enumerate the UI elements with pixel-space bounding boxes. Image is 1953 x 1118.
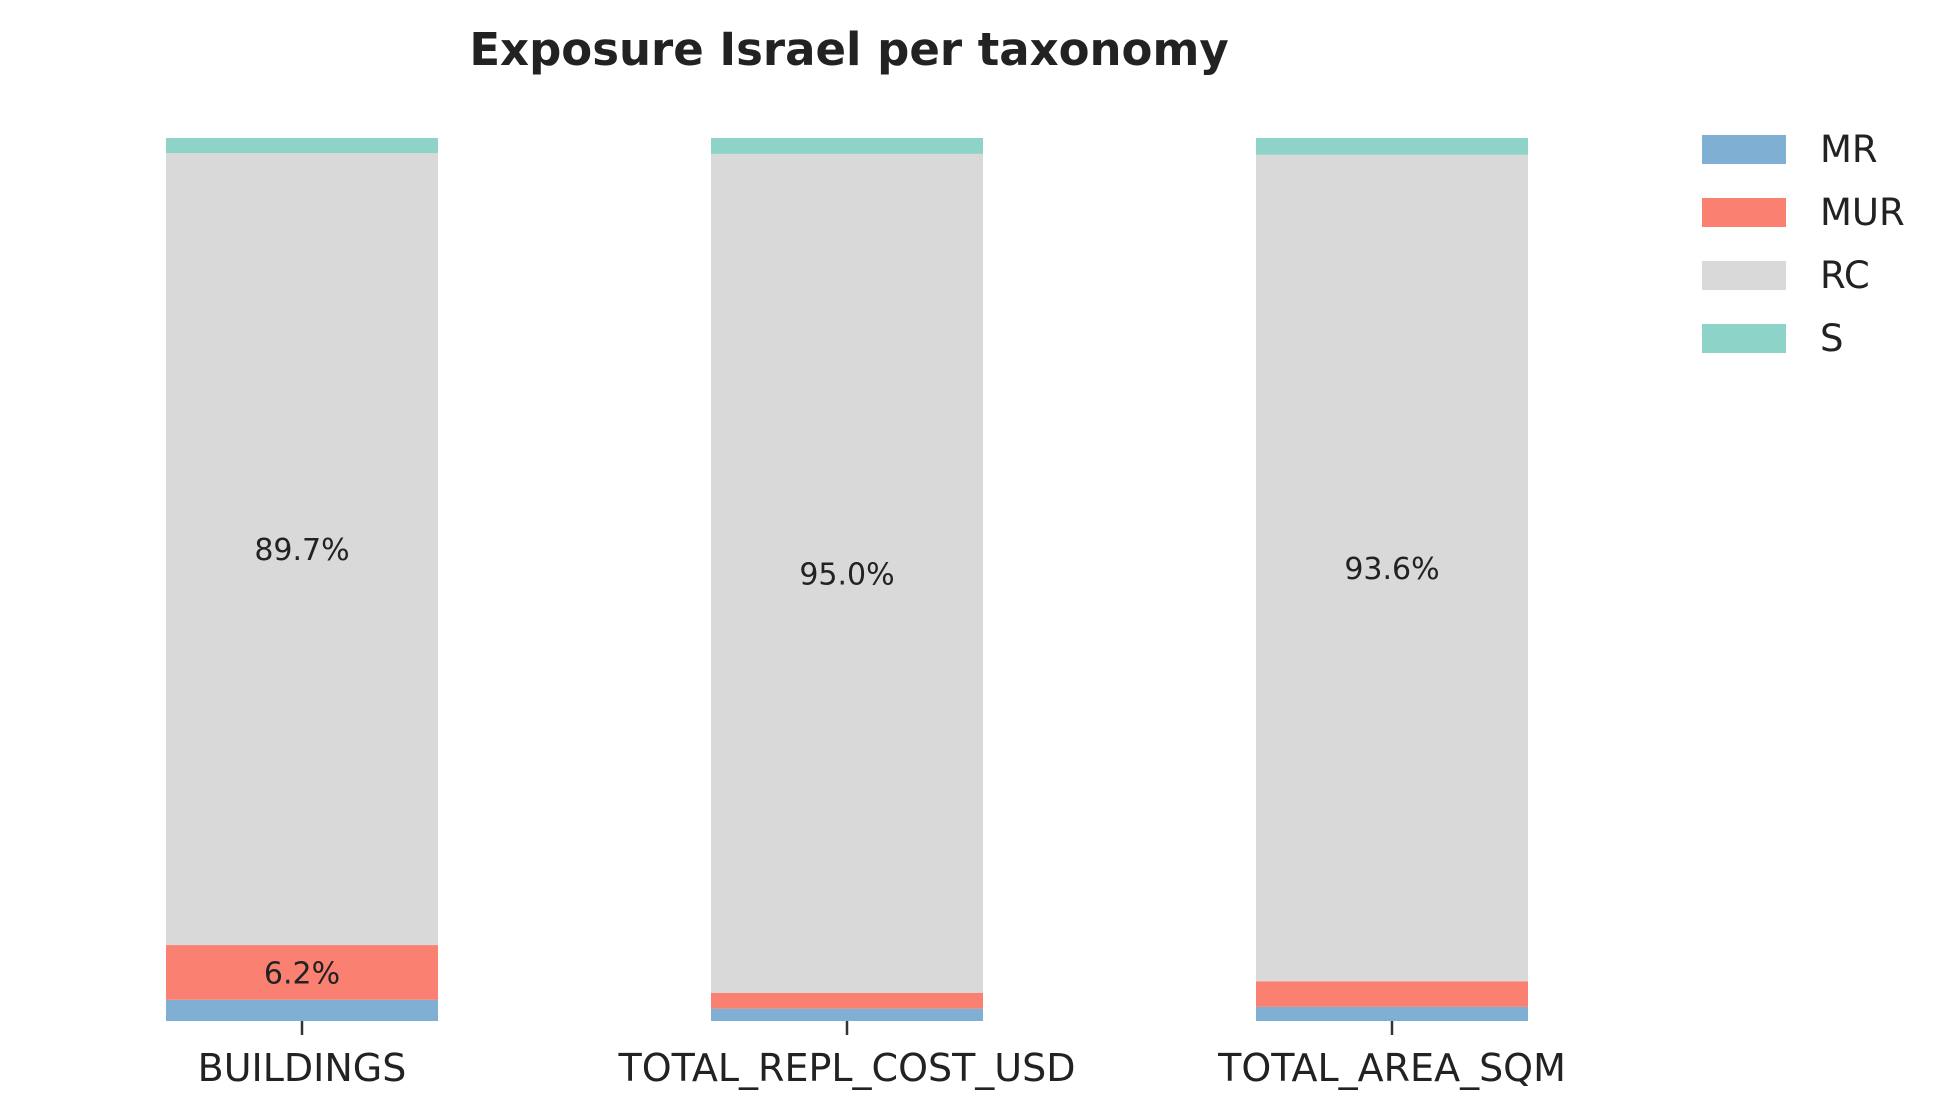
data-label: 89.7% [254,533,349,568]
bar-segment-rc-buildings [166,153,438,946]
data-label: 95.0% [799,557,894,592]
bar-segment-mur-total-repl-cost-usd [711,992,983,1009]
bar-segment-s-total-repl-cost-usd [711,138,983,154]
legend-swatch-rc [1702,261,1786,290]
bar-segment-mr-total-repl-cost-usd [711,1008,983,1021]
legend-swatch-mur [1702,198,1786,227]
x-axis: BUILDINGS TOTAL_REPL_COST_USD TOTAL_AREA_S… [198,1021,1566,1090]
legend-swatch-s [1702,324,1786,353]
data-label: 93.6% [1344,552,1439,587]
chart-title: Exposure Israel per taxonomy [469,23,1228,76]
x-tick-label: TOTAL_AREA_SQM [1217,1046,1566,1090]
legend-label-mur: MUR [1820,191,1905,234]
bar-segment-mur-buildings [166,945,438,1000]
bar-segment-s-buildings [166,138,438,154]
bars-group [166,138,1528,1021]
legend-label-s: S [1820,317,1844,360]
legend-swatch-mr [1702,135,1786,164]
bar-segment-rc-total-area-sqm [1256,154,1528,982]
legend-label-mr: MR [1820,128,1878,171]
bar-segment-s-total-area-sqm [1256,138,1528,155]
legend-label-rc: RC [1820,254,1870,297]
x-tick-label: TOTAL_REPL_COST_USD [617,1046,1075,1090]
bar-segment-rc-total-repl-cost-usd [711,153,983,993]
bar-segment-mr-buildings [166,999,438,1021]
data-labels-group: 6.2% 89.7% 95.0% 93.6% [254,533,1439,991]
legend: MR MUR RC S [1702,128,1905,360]
bar-segment-mur-total-area-sqm [1256,981,1528,1007]
x-tick-label: BUILDINGS [198,1046,407,1090]
data-label: 6.2% [264,956,340,991]
bar-segment-mr-total-area-sqm [1256,1006,1528,1021]
